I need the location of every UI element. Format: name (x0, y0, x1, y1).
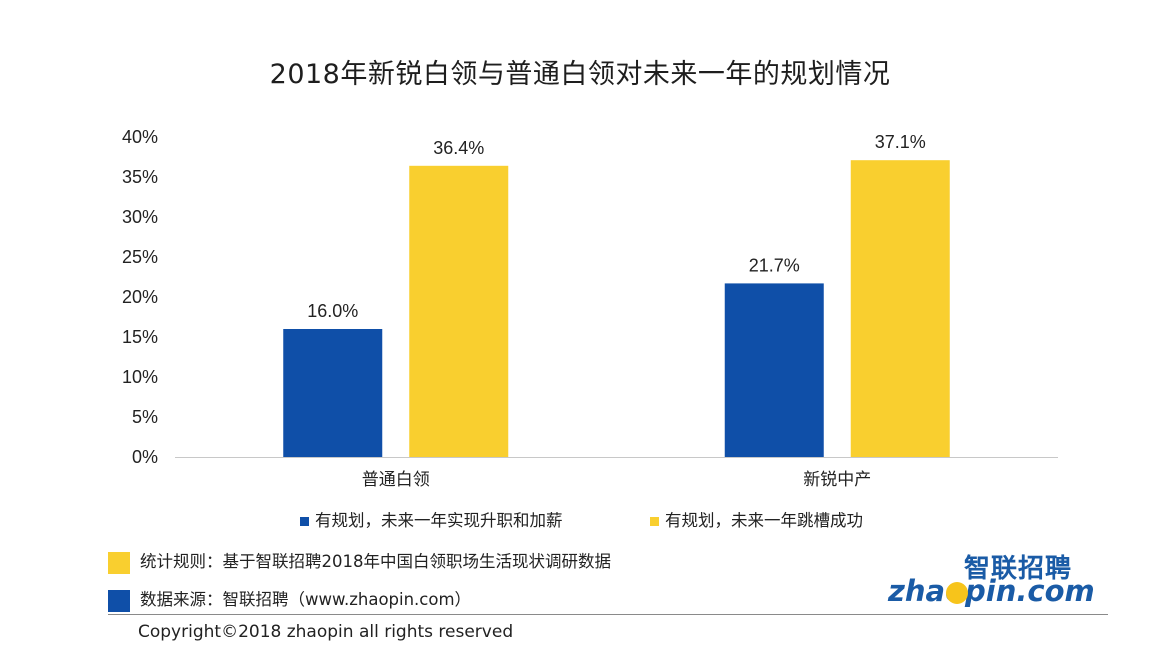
logo-dot-icon (946, 582, 968, 604)
note-swatch-blue (108, 589, 130, 612)
y-tick-label: 15% (122, 327, 158, 347)
bar (283, 329, 383, 457)
legend-item-series-1: 有规划，未来一年实现升职和加薪 (300, 507, 563, 531)
bar-chart: 0% 5% 10% 15% 20% 25% 30% 35% 40% 16.0% 36.4% 普通白领 2… (122, 127, 1058, 490)
logo-text-cn: 智联招聘 (963, 554, 1072, 584)
legend-swatch-series-1 (300, 517, 309, 526)
note-statistics-rule: 统计规则：基于智联招聘2018年中国白领职场生活现状调研数据 (108, 548, 611, 574)
y-tick-label: 5% (132, 407, 158, 427)
legend-swatch-series-2 (650, 517, 659, 526)
bar (409, 165, 509, 458)
y-tick-label: 25% (122, 247, 158, 267)
copyright-text: Copyright©2018 zhaopin all rights reserv… (138, 622, 514, 642)
note-data-source: 数据来源：智联招聘（www.zhaopin.com） (108, 586, 471, 612)
chart-title: 2018年新锐白领与普通白领对未来一年的规划情况 (269, 59, 891, 90)
data-label: 16.0% (307, 301, 358, 321)
y-tick-label: 35% (122, 167, 158, 187)
footer-divider (108, 614, 1108, 615)
y-tick-label: 0% (132, 447, 158, 467)
legend-item-series-2: 有规划，未来一年跳槽成功 (650, 507, 863, 531)
y-tick-label: 30% (122, 207, 158, 227)
bar (850, 160, 950, 457)
y-tick-label: 40% (122, 127, 158, 147)
y-tick-label: 10% (122, 367, 158, 387)
legend-label-series-2: 有规划，未来一年跳槽成功 (665, 511, 863, 530)
note-text-statistics-rule: 统计规则：基于智联招聘2018年中国白领职场生活现状调研数据 (140, 552, 611, 571)
zhaopin-logo: 智联招聘 zhaopin.com (880, 548, 1095, 618)
data-label: 21.7% (749, 255, 800, 275)
note-text-data-source: 数据来源：智联招聘（www.zhaopin.com） (140, 590, 472, 609)
legend-label-series-1: 有规划，未来一年实现升职和加薪 (315, 511, 563, 530)
data-label: 36.4% (433, 138, 484, 158)
note-swatch-yellow (108, 551, 130, 574)
x-tick-label: 新锐中产 (803, 470, 871, 490)
logo-text-en: zhaopin.com (888, 574, 1095, 608)
y-tick-label: 20% (122, 287, 158, 307)
data-label: 37.1% (875, 132, 926, 152)
bar (724, 283, 824, 457)
x-tick-label: 普通白领 (362, 470, 430, 490)
